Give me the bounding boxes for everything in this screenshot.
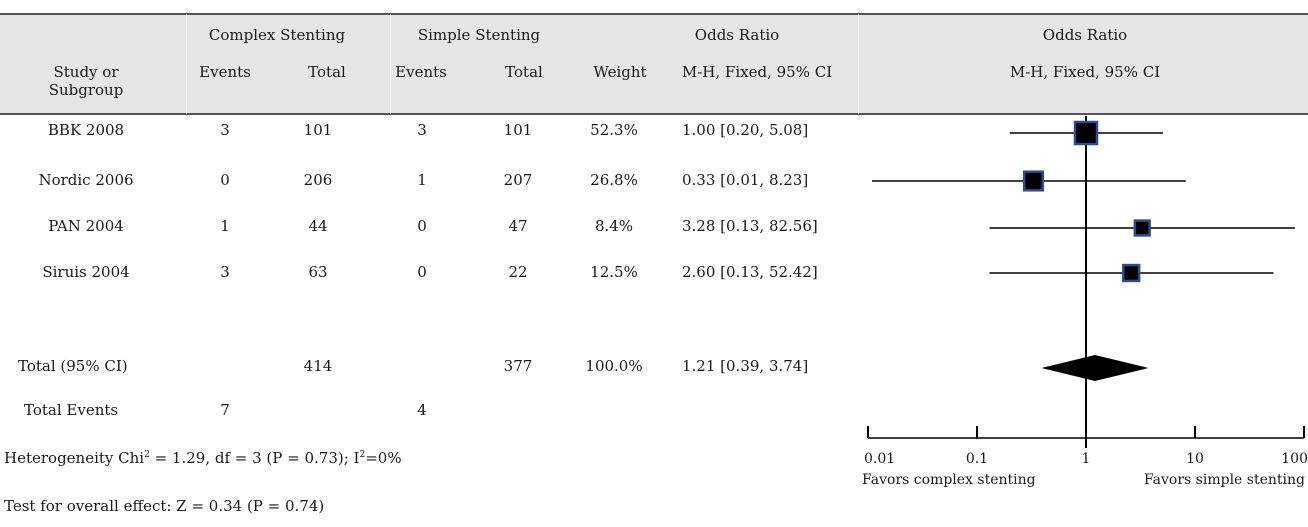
x-tick-label: 10 bbox=[1186, 451, 1204, 467]
column-separator bbox=[858, 14, 859, 114]
weight-header: Weight bbox=[593, 63, 647, 81]
study-marker bbox=[1022, 170, 1045, 192]
method-plot-header: M-H, Fixed, 95% CI bbox=[1009, 63, 1161, 81]
study-header: Study or Subgroup bbox=[48, 63, 124, 99]
events2-cell: 0 bbox=[417, 217, 427, 235]
pooled-diamond bbox=[1041, 355, 1149, 381]
ci-cell: 2.60 [0.13, 52.42] bbox=[682, 263, 818, 281]
ci-cell: 3.28 [0.13, 82.56] bbox=[682, 217, 818, 235]
x-tick-label: 0.01 bbox=[864, 451, 895, 467]
events1-cell: 1 bbox=[220, 217, 230, 235]
events-label: Total Events bbox=[24, 401, 119, 419]
overall-effect-text: Test for overall effect: Z = 0.34 (P = 0… bbox=[4, 497, 325, 515]
favors-left-label: Favors complex stenting bbox=[862, 472, 1036, 488]
study-marker bbox=[1133, 219, 1151, 237]
total1-header: Total bbox=[308, 63, 346, 81]
events2-cell: 4 bbox=[417, 401, 427, 419]
column-separator bbox=[390, 14, 391, 114]
total2-cell: 207 bbox=[503, 171, 533, 189]
or-column-header: Odds Ratio bbox=[694, 26, 780, 44]
or-plot-header: Odds Ratio bbox=[1042, 26, 1128, 44]
total2-cell: 47 bbox=[508, 217, 528, 235]
total2-cell: 22 bbox=[508, 263, 528, 281]
total1-cell: 206 bbox=[303, 171, 333, 189]
total1-cell: 63 bbox=[308, 263, 328, 281]
events1-cell: 3 bbox=[220, 263, 230, 281]
study-name: BBK 2008 bbox=[47, 121, 125, 139]
total1-cell: 414 bbox=[303, 357, 333, 375]
events1-cell: 7 bbox=[220, 401, 230, 419]
header-background bbox=[0, 14, 1308, 114]
weight-cell: 26.8% bbox=[590, 171, 638, 189]
group1-header: Complex Stenting bbox=[208, 26, 346, 44]
total2-cell: 377 bbox=[503, 357, 533, 375]
total2-cell: 101 bbox=[503, 121, 533, 139]
events2-cell: 3 bbox=[417, 121, 427, 139]
study-marker bbox=[1122, 263, 1141, 283]
favors-right-label: Favors simple stenting bbox=[1144, 472, 1305, 488]
study-name: PAN 2004 bbox=[48, 217, 124, 235]
total1-cell: 101 bbox=[303, 121, 333, 139]
events1-header: Events bbox=[199, 63, 251, 81]
group2-header: Simple Stenting bbox=[417, 26, 541, 44]
weight-cell: 12.5% bbox=[590, 263, 638, 281]
total1-cell: 44 bbox=[308, 217, 328, 235]
header-rule bbox=[0, 113, 1308, 115]
total-label: Total (95% CI) bbox=[18, 357, 128, 375]
ci-cell: 0.33 [0.01, 8.23] bbox=[682, 171, 809, 189]
column-separator bbox=[186, 14, 187, 114]
study-name: Siruis 2004 bbox=[42, 263, 130, 281]
events2-cell: 0 bbox=[417, 263, 427, 281]
study-name: Nordic 2006 bbox=[38, 171, 134, 189]
x-tick-label: 1 bbox=[1082, 451, 1091, 467]
method-column-header: M-H, Fixed, 95% CI bbox=[681, 63, 833, 81]
events2-header: Events bbox=[395, 63, 447, 81]
weight-cell: 8.4% bbox=[594, 217, 634, 235]
heterogeneity-text: Heterogeneity Chi2 = 1.29, df = 3 (P = 0… bbox=[4, 449, 402, 467]
x-tick-label: 0.1 bbox=[966, 451, 988, 467]
ci-cell: 1.21 [0.39, 3.74] bbox=[682, 357, 809, 375]
total2-header: Total bbox=[505, 63, 543, 81]
weight-cell: 100.0% bbox=[585, 357, 643, 375]
top-rule bbox=[0, 13, 1308, 15]
weight-cell: 52.3% bbox=[590, 121, 638, 139]
events2-cell: 1 bbox=[417, 171, 427, 189]
events1-cell: 0 bbox=[220, 171, 230, 189]
events1-cell: 3 bbox=[220, 121, 230, 139]
ci-cell: 1.00 [0.20, 5.08] bbox=[682, 121, 809, 139]
study-marker bbox=[1073, 120, 1099, 146]
x-tick-label: 100 bbox=[1281, 451, 1308, 467]
